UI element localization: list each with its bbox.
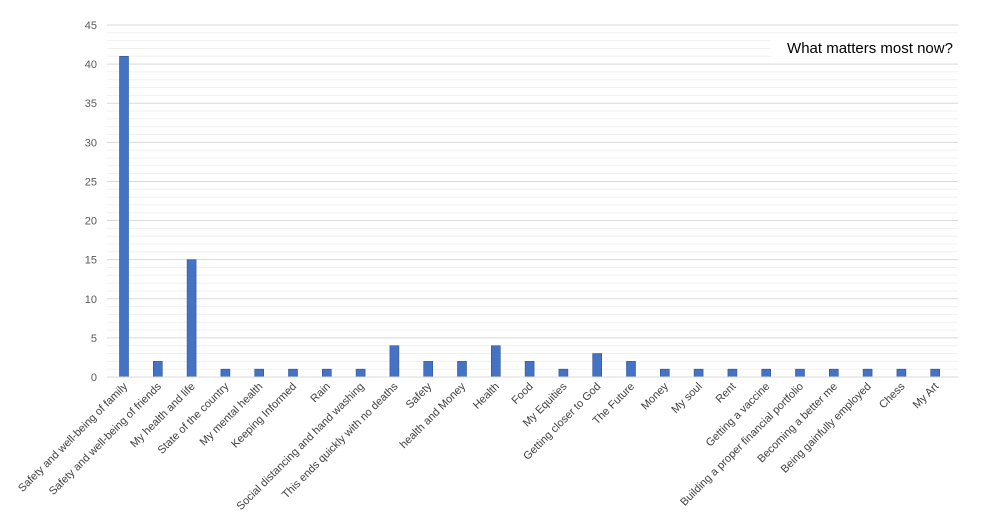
bar bbox=[389, 345, 400, 378]
y-tick-label: 30 bbox=[85, 137, 97, 149]
bar bbox=[558, 368, 569, 378]
y-axis-ticks: 0 5 10 15 20 25 30 35 40 45 bbox=[85, 20, 97, 384]
bar bbox=[119, 55, 129, 378]
x-tick-label: Chess bbox=[877, 380, 908, 411]
bar bbox=[254, 368, 264, 378]
bar bbox=[761, 368, 772, 378]
bar bbox=[153, 361, 163, 378]
x-tick-label: Social distancing and hand washing bbox=[235, 381, 367, 513]
bar bbox=[524, 361, 535, 378]
chart-title-box: What matters most now? bbox=[770, 34, 970, 62]
y-tick-label: 20 bbox=[85, 216, 97, 228]
x-tick-label: My Art bbox=[911, 381, 942, 412]
y-tick-label: 15 bbox=[85, 255, 97, 267]
y-tick-label: 0 bbox=[91, 372, 97, 384]
x-tick-label: Safety bbox=[404, 380, 435, 411]
x-tick-label: Keeping Informed bbox=[229, 381, 299, 451]
chart-title: What matters most now? bbox=[787, 40, 953, 57]
bar bbox=[490, 345, 501, 378]
bar bbox=[321, 368, 332, 378]
bar bbox=[795, 368, 805, 378]
bar bbox=[862, 368, 873, 378]
bar bbox=[659, 368, 670, 378]
x-tick-label: My soul bbox=[669, 381, 704, 416]
gridlines bbox=[107, 24, 958, 370]
y-tick-label: 40 bbox=[85, 59, 97, 71]
x-tick-label: Money bbox=[639, 380, 671, 412]
x-tick-label: health and Money bbox=[398, 380, 469, 451]
y-tick-label: 5 bbox=[91, 333, 97, 345]
bar bbox=[693, 368, 704, 378]
bar bbox=[288, 368, 298, 378]
x-tick-label: Rain bbox=[308, 381, 332, 405]
bar bbox=[220, 368, 231, 378]
bar bbox=[930, 368, 941, 378]
bar bbox=[727, 368, 738, 378]
y-tick-label: 45 bbox=[85, 20, 97, 32]
y-tick-label: 25 bbox=[85, 176, 97, 188]
y-tick-label: 35 bbox=[85, 98, 97, 110]
x-tick-label: Building a proper financial portfolio bbox=[678, 381, 806, 509]
bars bbox=[119, 55, 941, 378]
x-tick-label: Health bbox=[471, 381, 502, 412]
bar bbox=[186, 259, 197, 378]
bar bbox=[423, 361, 434, 378]
y-tick-label: 10 bbox=[85, 294, 97, 306]
bar bbox=[896, 368, 907, 378]
bar bbox=[626, 361, 636, 378]
x-tick-label: Rent bbox=[714, 381, 739, 406]
x-tick-label: My mental health bbox=[198, 381, 266, 449]
bar bbox=[355, 368, 366, 378]
bar bbox=[457, 361, 467, 378]
bar bbox=[592, 353, 603, 378]
bar bbox=[828, 368, 839, 378]
x-tick-label: Food bbox=[510, 381, 536, 407]
